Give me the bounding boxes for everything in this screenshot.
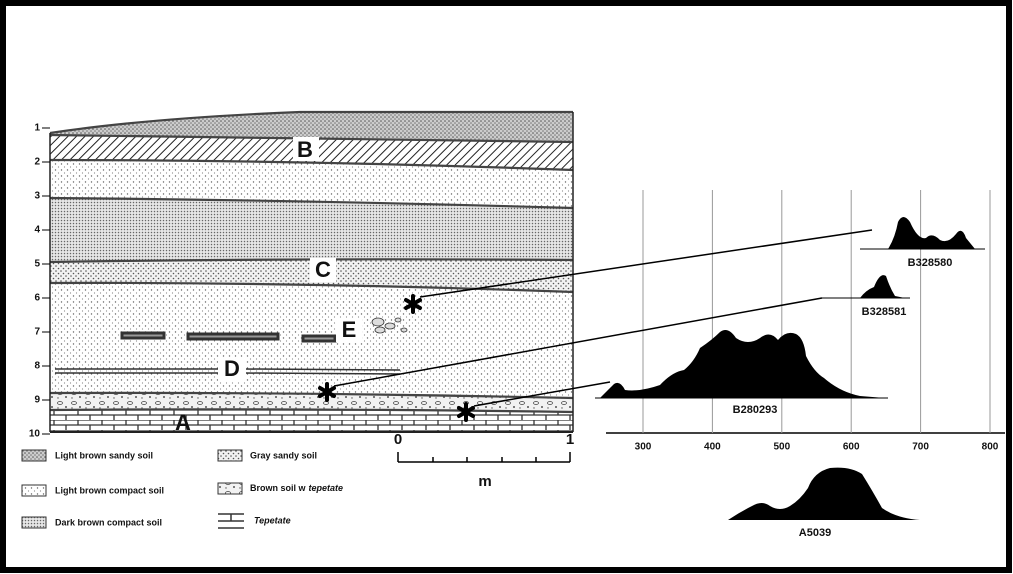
depth-label: 6	[34, 293, 40, 304]
layer-label: D	[224, 356, 240, 381]
x-tick-label: 400	[704, 442, 721, 453]
layer-a	[50, 409, 573, 432]
profile: B C E D A	[50, 112, 573, 435]
legend-label: Light brown sandy soil	[55, 450, 153, 460]
layer-label: E	[342, 317, 357, 342]
x-tick-label: 600	[843, 442, 860, 453]
legend-label-part: Brown soil w	[250, 483, 307, 493]
layer-dark	[50, 198, 573, 262]
scale-end: 1	[566, 431, 574, 448]
depth-label: 7	[34, 327, 40, 338]
figure: B C E D A 1 2 3 4 5 6 7 8 9 10 0 1 m Light brown …	[0, 0, 1013, 574]
depth-label: 1	[34, 123, 40, 134]
depth-label: 8	[34, 361, 40, 372]
depth-label: 9	[34, 395, 40, 406]
sample-label: B328580	[908, 257, 953, 269]
depth-label: 3	[34, 191, 40, 202]
depth-label: 4	[34, 225, 40, 236]
layer-label: A	[175, 410, 191, 435]
depth-label: 2	[34, 157, 40, 168]
layer-label: C	[315, 257, 331, 282]
sample-label: A5039	[799, 527, 831, 539]
sample-label: B328581	[862, 306, 907, 318]
depth-label: 5	[34, 259, 40, 270]
x-tick-label: 300	[635, 442, 652, 453]
x-tick-label: 500	[773, 442, 790, 453]
legend-label: Tepetate	[254, 515, 291, 525]
scale-unit: m	[478, 473, 491, 490]
x-tick-label: 800	[982, 442, 999, 453]
legend-label: Light brown compact soil	[55, 485, 164, 495]
legend-label-part: tepetate	[309, 483, 344, 493]
x-tick-label: 700	[912, 442, 929, 453]
sample-label: B280293	[733, 404, 778, 416]
legend-label: Gray sandy soil	[250, 450, 317, 460]
scale-start: 0	[394, 431, 402, 448]
legend-label: Dark brown compact soil	[55, 517, 162, 527]
depth-label: 10	[29, 429, 41, 440]
layer-label: B	[297, 137, 313, 162]
